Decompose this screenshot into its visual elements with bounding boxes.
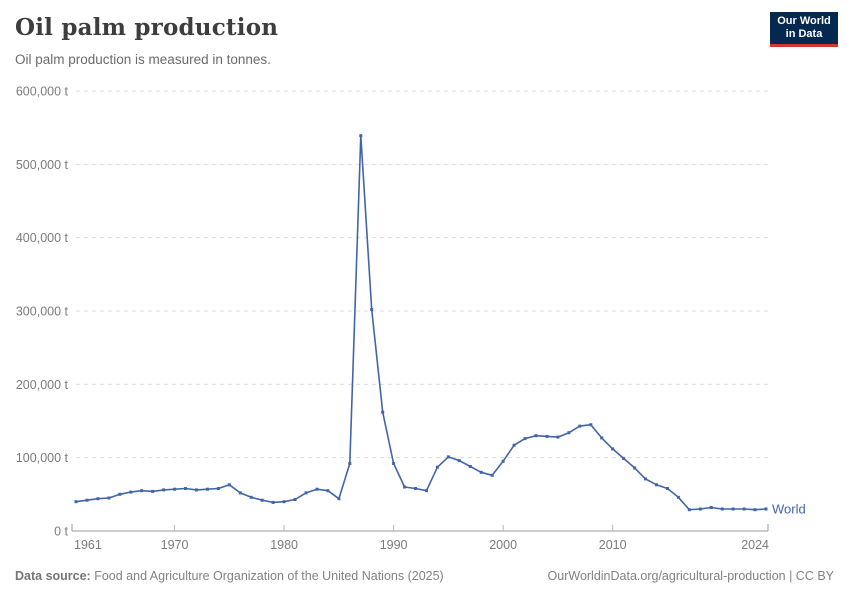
data-point xyxy=(468,465,472,468)
data-point xyxy=(118,492,122,496)
data-point xyxy=(534,434,538,438)
data-line-world xyxy=(75,134,767,511)
data-point xyxy=(589,423,593,427)
data-source-text: Food and Agriculture Organization of the… xyxy=(90,569,444,583)
data-point xyxy=(512,443,516,447)
data-point xyxy=(238,491,242,495)
data-point xyxy=(315,487,319,491)
data-point xyxy=(457,459,461,463)
data-point xyxy=(359,134,363,138)
data-point xyxy=(600,436,604,440)
data-point xyxy=(611,447,615,451)
page-title: Oil palm production xyxy=(15,14,279,41)
data-point xyxy=(545,434,549,438)
chart-footer: Data source: Food and Agriculture Organi… xyxy=(15,569,834,583)
y-tick-label: 0 t xyxy=(54,525,68,539)
x-axis-labels: 1961 1970 1980 1990 2000 2010 2024 xyxy=(74,525,769,552)
data-source-label: Data source: xyxy=(15,569,91,583)
data-point xyxy=(249,495,253,499)
data-point xyxy=(205,487,209,491)
data-point xyxy=(425,489,428,493)
y-axis-labels: 0 t 100,000 t 200,000 t 300,000 t 400,000 t 5… xyxy=(16,85,69,539)
data-point xyxy=(216,487,220,490)
y-tick-label: 100,000 t xyxy=(16,451,69,465)
x-tick-label: 2010 xyxy=(599,538,627,552)
y-tick-label: 200,000 t xyxy=(16,378,69,392)
y-gridlines xyxy=(71,90,769,532)
data-point xyxy=(96,497,100,501)
x-tick-label: 1970 xyxy=(161,538,189,552)
data-point xyxy=(326,489,330,493)
data-point xyxy=(74,500,78,504)
x-tick-label: 1980 xyxy=(270,538,298,552)
data-point xyxy=(753,508,757,512)
data-point xyxy=(523,437,527,441)
data-point xyxy=(348,462,352,465)
data-point xyxy=(337,497,341,501)
owid-logo[interactable]: Our World in Data xyxy=(770,12,838,47)
data-point xyxy=(227,483,231,487)
data-point xyxy=(556,435,560,439)
data-point xyxy=(381,410,385,414)
data-point xyxy=(567,431,571,435)
data-point xyxy=(435,465,439,469)
data-point xyxy=(173,487,177,491)
data-point xyxy=(392,462,396,465)
credit-link[interactable]: OurWorldinData.org/agricultural-producti… xyxy=(547,569,834,583)
data-point xyxy=(644,477,647,481)
x-tick-label: 2024 xyxy=(741,538,769,552)
y-tick-label: 600,000 t xyxy=(16,85,69,99)
chart-subtitle: Oil palm production is measured in tonne… xyxy=(15,52,271,67)
data-point xyxy=(271,500,275,504)
data-point xyxy=(370,308,374,311)
data-point xyxy=(162,488,166,492)
data-point xyxy=(687,508,691,512)
data-point xyxy=(479,470,483,474)
owid-logo-line2: in Data xyxy=(785,28,823,40)
data-point xyxy=(490,473,494,477)
data-point xyxy=(151,489,155,493)
data-point xyxy=(655,483,658,487)
data-point xyxy=(676,495,680,499)
data-point xyxy=(698,507,702,511)
x-tick-label: 2000 xyxy=(489,538,517,552)
data-point xyxy=(304,491,308,495)
data-point xyxy=(578,424,582,428)
data-point xyxy=(293,498,297,501)
owid-logo-line1: Our World xyxy=(777,14,831,27)
data-point xyxy=(129,490,133,494)
data-point xyxy=(403,485,407,489)
data-point xyxy=(184,487,187,490)
data-point xyxy=(709,506,713,509)
data-point xyxy=(282,500,286,504)
data-point xyxy=(633,466,637,470)
data-point xyxy=(414,487,417,490)
data-point xyxy=(260,498,264,502)
data-point xyxy=(85,498,89,502)
data-point xyxy=(742,507,746,511)
y-tick-label: 400,000 t xyxy=(16,231,69,245)
data-point xyxy=(140,489,144,493)
x-tick-label: 1961 xyxy=(74,538,102,552)
data-point xyxy=(107,496,111,500)
data-point xyxy=(501,459,505,463)
data-point xyxy=(720,507,724,511)
data-point xyxy=(731,507,735,511)
data-point xyxy=(665,487,669,490)
y-tick-label: 500,000 t xyxy=(16,158,69,172)
data-point xyxy=(764,507,768,511)
x-tick-label: 1990 xyxy=(380,538,408,552)
data-point xyxy=(195,488,198,492)
data-point xyxy=(622,456,626,460)
y-tick-label: 300,000 t xyxy=(16,305,69,319)
data-source-note: Data source: Food and Agriculture Organi… xyxy=(15,569,444,583)
data-point xyxy=(446,455,450,459)
data-points xyxy=(74,134,768,512)
series-label-world: World xyxy=(772,502,806,517)
